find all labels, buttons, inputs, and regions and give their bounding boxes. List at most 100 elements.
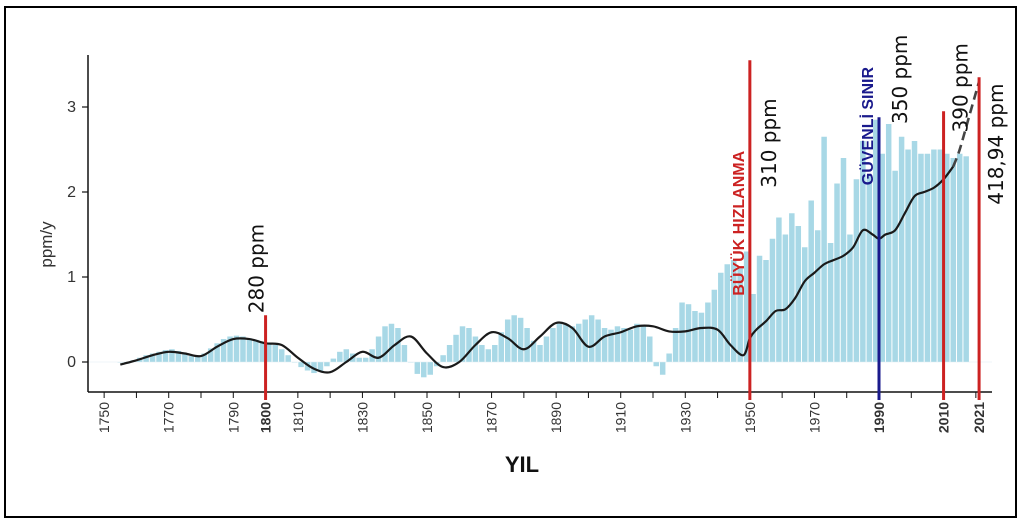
- bar: [143, 355, 149, 362]
- x-axis-label: YIL: [505, 452, 539, 477]
- bar: [395, 328, 401, 362]
- bar: [827, 243, 834, 362]
- bar: [627, 329, 634, 362]
- x-tick-label: 1930: [677, 402, 693, 433]
- bar: [737, 268, 743, 362]
- marker-value-label: 418,94 ppm: [984, 84, 1008, 205]
- bar: [169, 349, 175, 362]
- bar: [466, 328, 472, 362]
- bar: [769, 238, 776, 362]
- bar: [711, 289, 718, 362]
- marker-title-label: BÜYÜK HIZLANMA: [729, 150, 748, 295]
- bar: [582, 319, 588, 362]
- bar: [924, 153, 931, 362]
- bar: [156, 351, 162, 362]
- bar: [730, 260, 737, 362]
- bar: [317, 362, 324, 372]
- bar: [647, 336, 653, 362]
- bar: [879, 153, 885, 362]
- bar: [776, 217, 782, 362]
- bar: [640, 326, 647, 362]
- bar: [705, 302, 711, 362]
- bar: [550, 328, 556, 362]
- x-tick-label: 1750: [96, 402, 112, 433]
- bar: [840, 158, 847, 362]
- bar: [414, 362, 421, 374]
- bar: [337, 351, 343, 362]
- bar: [789, 213, 795, 362]
- bar: [324, 362, 330, 367]
- x-tick-label: 1790: [225, 402, 241, 433]
- bar: [149, 353, 156, 362]
- bar: [672, 328, 679, 362]
- bar: [698, 312, 705, 362]
- bar: [330, 358, 337, 362]
- chart-frame: [4, 6, 1017, 518]
- trend-line-projection: [952, 81, 981, 167]
- bar: [608, 329, 614, 362]
- y-axis-label: ppm/y: [37, 221, 56, 268]
- bar: [543, 336, 550, 362]
- bar: [853, 179, 860, 362]
- bar: [162, 350, 169, 362]
- y-tick-label: 1: [67, 269, 76, 286]
- y-tick-label: 2: [67, 184, 76, 201]
- bar: [479, 345, 485, 362]
- bar: [860, 141, 866, 362]
- bar: [601, 328, 608, 362]
- bar: [918, 153, 924, 362]
- bar: [659, 362, 666, 375]
- bar: [556, 323, 563, 362]
- bar: [530, 340, 537, 362]
- x-tick-label: 1970: [806, 402, 822, 433]
- bar: [343, 349, 350, 362]
- marker-value-label: 390 ppm: [949, 43, 973, 132]
- x-tick-label: 1800: [258, 402, 274, 433]
- bar: [511, 315, 517, 362]
- bar: [388, 323, 395, 362]
- x-tick-label: 2021: [971, 402, 987, 433]
- bar: [885, 124, 892, 362]
- bar: [834, 183, 840, 362]
- marker-value-label: 350 ppm: [888, 35, 912, 124]
- bar: [763, 260, 769, 362]
- bar: [814, 230, 821, 362]
- label-layer: 280 ppm 310 ppm BÜYÜK HIZLANMA 350 ppm GÜVEN…: [245, 35, 1009, 314]
- bar: [298, 362, 304, 368]
- bar: [220, 339, 227, 362]
- bar: [621, 328, 627, 362]
- bar: [285, 355, 291, 362]
- trend-line: [120, 165, 955, 374]
- bar: [756, 255, 763, 362]
- bar: [724, 264, 731, 362]
- bar: [492, 345, 498, 362]
- x-tick-label: 1990: [871, 402, 887, 433]
- y-tick-label: 0: [67, 354, 76, 371]
- bar: [227, 336, 233, 362]
- bar: [272, 345, 279, 362]
- bar: [911, 141, 918, 362]
- bar: [873, 119, 879, 362]
- bar: [459, 326, 466, 362]
- bar: [653, 362, 659, 367]
- bar: [356, 357, 362, 362]
- bar: [427, 362, 433, 375]
- bar: [278, 349, 285, 362]
- bar: [575, 323, 582, 362]
- bar: [718, 272, 724, 362]
- bar: [453, 334, 459, 362]
- marker-value-label: 310 ppm: [757, 98, 781, 187]
- bar: [195, 356, 201, 362]
- bar: [537, 345, 543, 362]
- bar: [866, 175, 873, 362]
- bar: [801, 247, 808, 362]
- bar: [375, 336, 382, 362]
- bar: [963, 156, 969, 362]
- bar: [666, 353, 672, 362]
- x-tick-label: 2010: [936, 402, 952, 433]
- bar: [808, 200, 814, 362]
- bar: [743, 251, 750, 362]
- bar: [898, 136, 905, 362]
- bar: [362, 357, 369, 362]
